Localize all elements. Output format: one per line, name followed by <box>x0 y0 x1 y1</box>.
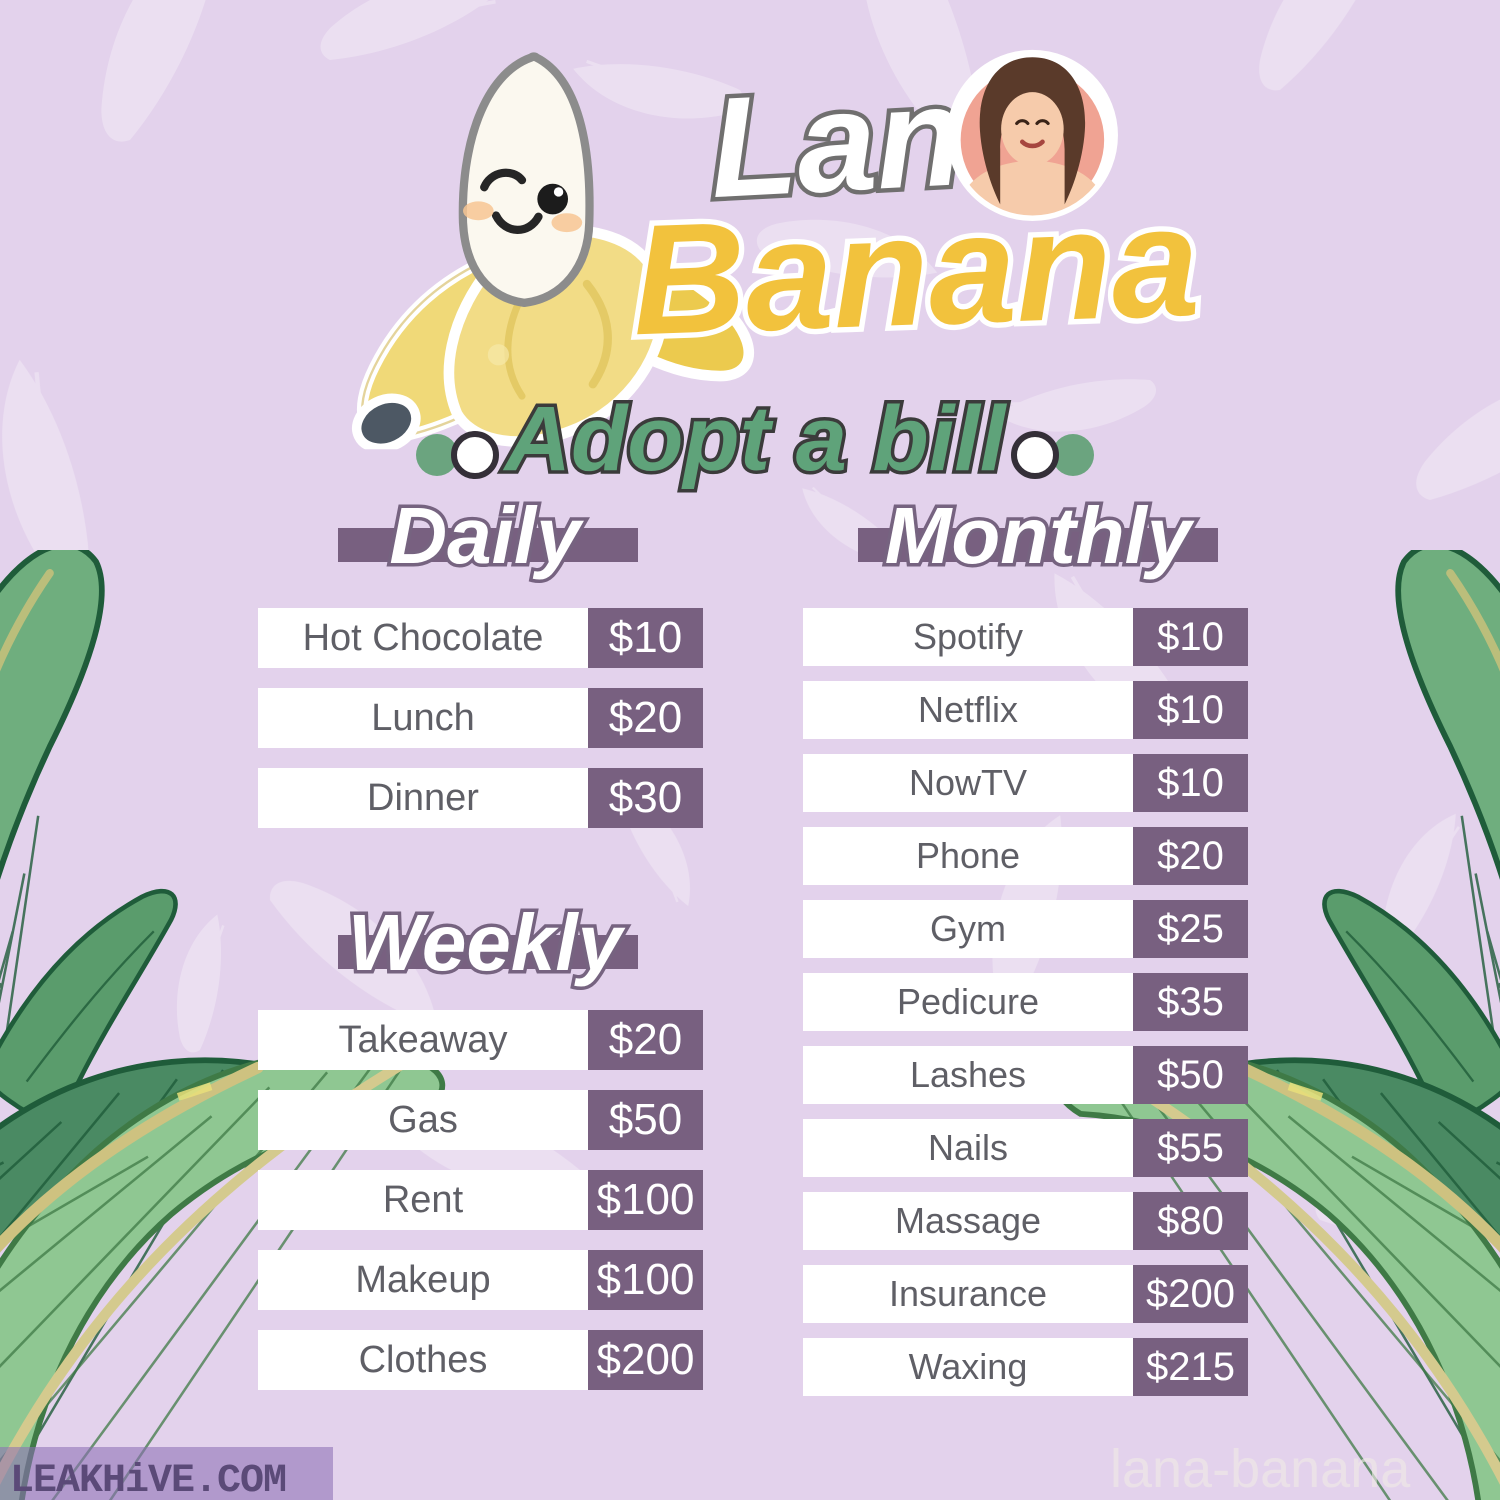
svg-text:Monthly: Monthly <box>885 491 1195 580</box>
svg-text:Daily: Daily <box>389 491 584 580</box>
svg-text:lana-banana: lana-banana <box>1110 1439 1411 1499</box>
svg-text:LEAKHiVE.COM: LEAKHiVE.COM <box>10 1459 286 1500</box>
svg-text:Adopt a bill: Adopt a bill <box>503 388 1008 490</box>
svg-text:Weekly: Weekly <box>348 898 626 987</box>
